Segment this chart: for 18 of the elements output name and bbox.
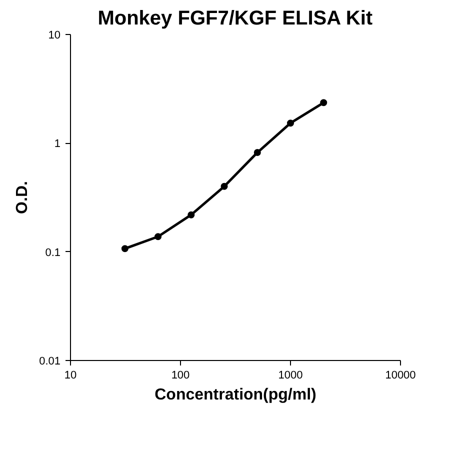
point bbox=[220, 182, 228, 190]
point bbox=[320, 99, 328, 106]
point bbox=[154, 233, 162, 240]
point bbox=[121, 245, 128, 252]
y-tick-label: 10 bbox=[48, 30, 61, 42]
point bbox=[254, 149, 261, 156]
x-tick-label: 100 bbox=[171, 370, 190, 382]
y-axis-title: O.D. bbox=[14, 181, 32, 214]
chart-title: Monkey FGF7/KGF ELISA Kit bbox=[98, 8, 373, 30]
x-tick-label: 1000 bbox=[278, 370, 303, 382]
x-axis-title: Concentration(pg/ml) bbox=[154, 386, 316, 404]
y-tick-label: 0.01 bbox=[39, 356, 61, 368]
point bbox=[287, 120, 294, 127]
x-tick-label: 10 bbox=[64, 370, 77, 382]
point bbox=[188, 211, 195, 218]
y-tick-label: 1 bbox=[54, 138, 61, 150]
x-tick-label: 10000 bbox=[385, 370, 416, 382]
y-tick-label: 0.1 bbox=[45, 246, 61, 259]
